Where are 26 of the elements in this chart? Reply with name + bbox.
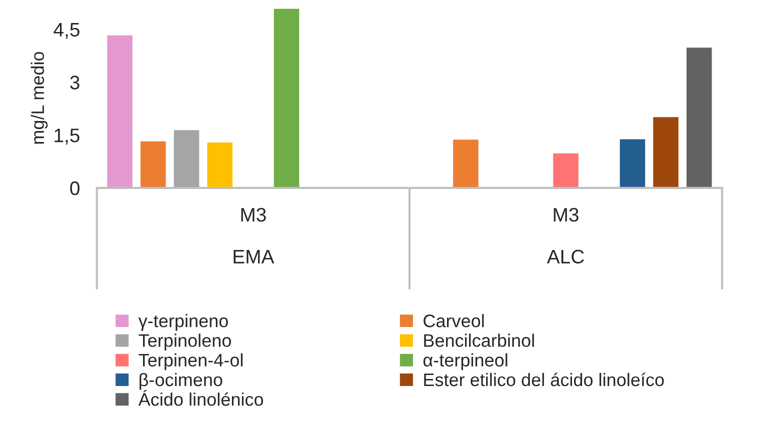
legend-label: γ-terpineno xyxy=(138,314,228,331)
bar xyxy=(139,140,168,188)
y-tick-label: 4,5 xyxy=(54,23,80,39)
y-tick-label: 1,5 xyxy=(54,128,80,145)
category-label: M3 ALC xyxy=(546,208,584,264)
bar xyxy=(172,128,201,188)
legend-label: Bencilcarbinol xyxy=(424,334,534,347)
legend-label: Ácido linolénico xyxy=(138,390,264,406)
bar xyxy=(618,138,647,188)
bar xyxy=(206,141,234,188)
y-tick-label: 0 xyxy=(70,181,80,196)
legend-label: Carveol xyxy=(424,314,484,328)
bar xyxy=(552,152,580,188)
bar xyxy=(685,46,714,188)
bar xyxy=(652,116,680,188)
legend-label: Terpinoleno xyxy=(138,334,231,351)
legend-label: α-terpineol xyxy=(423,353,508,370)
y-tick-label: 3 xyxy=(70,76,80,90)
bar xyxy=(106,34,134,188)
y-axis-title: mg/L medio xyxy=(30,52,48,144)
bar xyxy=(272,8,301,188)
bar xyxy=(452,138,480,188)
legend-label: β-ocimeno xyxy=(140,372,222,390)
category-label: M3 EMA xyxy=(234,208,274,264)
legend-label: Terpinen-4-ol xyxy=(138,353,243,370)
legend-label: Ester etilico del ácido linoleíco xyxy=(424,372,664,386)
